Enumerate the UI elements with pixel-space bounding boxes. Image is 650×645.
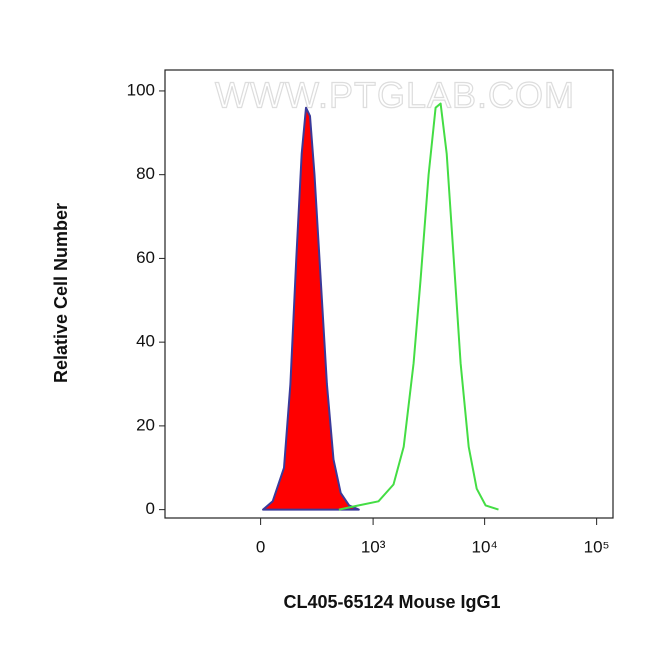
histogram-line	[338, 102, 499, 511]
y-tick-label: 60	[136, 248, 155, 267]
y-tick-label: 80	[136, 164, 155, 183]
histogram-area	[262, 106, 360, 511]
x-tick-label: 10⁴	[472, 537, 498, 556]
x-tick-label: 10³	[361, 537, 386, 556]
x-axis-title: CL405-65124 Mouse IgG1	[283, 592, 500, 612]
y-tick-label: 100	[127, 80, 155, 99]
x-tick-label: 0	[256, 537, 265, 556]
y-axis-title: Relative Cell Number	[51, 203, 71, 383]
plot-frame	[164, 69, 614, 519]
y-tick-label: 0	[146, 499, 155, 518]
watermark: WWW.PTGLAB.COM	[215, 75, 575, 116]
x-tick-label: 10⁵	[584, 537, 610, 556]
y-tick-label: 20	[136, 415, 155, 434]
y-tick-label: 40	[136, 332, 155, 351]
